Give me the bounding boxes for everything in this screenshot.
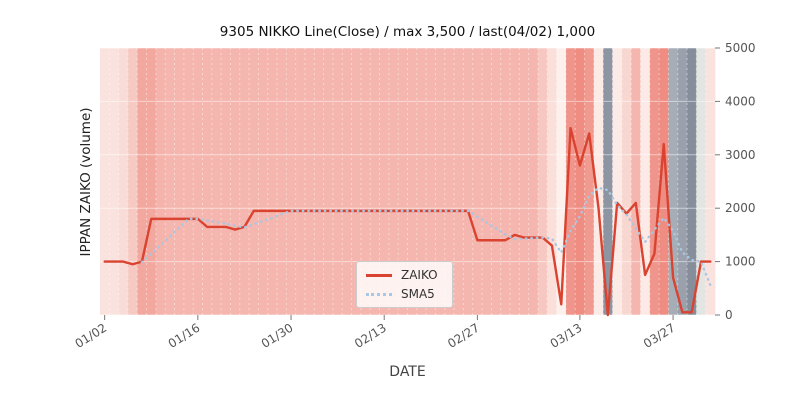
y-tick-label: 3000 [725, 148, 756, 162]
x-tick-label: 01/30 [259, 321, 296, 351]
x-tick-label: 02/27 [445, 321, 482, 351]
bands-group [100, 48, 716, 315]
legend-item-zaiko: ZAIKO [366, 268, 438, 282]
y-tick-label: 0 [725, 308, 733, 322]
legend-label-zaiko: ZAIKO [401, 268, 438, 282]
y-tick-label: 4000 [725, 94, 756, 108]
x-axis-label: DATE [389, 364, 426, 380]
legend-label-sma5: SMA5 [401, 287, 435, 301]
zaiko-line-swatch [366, 273, 392, 277]
chart-title: 9305 NIKKO Line(Close) / max 3,500 / las… [219, 24, 596, 40]
x-tick-label: 01/02 [72, 321, 109, 351]
y-tick-label: 5000 [725, 41, 756, 55]
legend: ZAIKO SMA5 [356, 261, 453, 308]
y-tick-label: 2000 [725, 201, 756, 215]
sma5-line [140, 186, 712, 287]
x-ticks: 01/02 01/16 01/30 02/13 02/27 03/13 03/27 [72, 315, 678, 351]
x-tick-label: 03/13 [548, 321, 585, 351]
x-tick-label: 02/13 [352, 321, 389, 351]
sma5-line-swatch [366, 292, 392, 296]
x-tick-label: 01/16 [166, 321, 203, 351]
x-tick-label: 03/27 [641, 321, 678, 351]
y-axis-label: IPPAN ZAIKO (volume) [78, 107, 94, 257]
y-tick-label: 1000 [725, 255, 756, 269]
y-ticks: 0 1000 2000 3000 4000 5000 [715, 41, 756, 322]
legend-item-sma5: SMA5 [366, 287, 438, 301]
